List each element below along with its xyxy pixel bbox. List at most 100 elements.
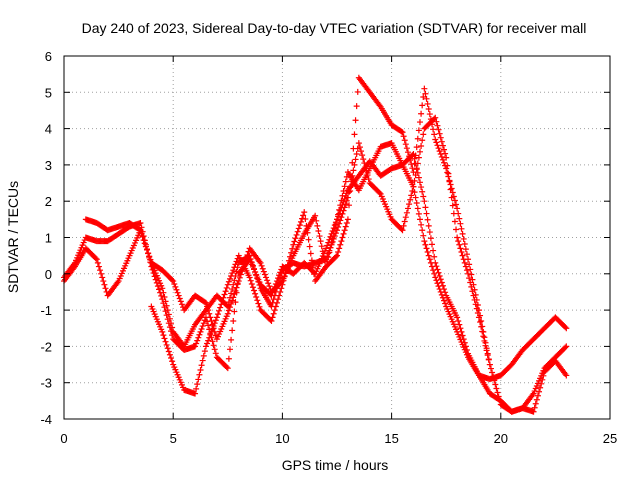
data-point bbox=[350, 167, 357, 174]
data-point bbox=[479, 323, 486, 330]
data-point bbox=[403, 145, 410, 152]
data-point bbox=[248, 259, 255, 266]
data-point bbox=[400, 133, 407, 140]
data-point bbox=[340, 207, 347, 214]
data-point bbox=[223, 284, 230, 291]
data-point bbox=[330, 235, 337, 242]
data-point bbox=[424, 100, 431, 107]
data-point bbox=[205, 337, 212, 344]
data-point bbox=[433, 277, 440, 284]
data-point bbox=[163, 302, 170, 309]
x-axis-label: GPS time / hours bbox=[282, 457, 389, 473]
data-point bbox=[400, 222, 407, 229]
data-point bbox=[402, 214, 409, 221]
data-point bbox=[206, 334, 213, 341]
x-tick-label: 15 bbox=[384, 431, 398, 446]
data-point bbox=[536, 388, 543, 395]
y-axis-label: SDTVAR / TECUs bbox=[5, 181, 21, 293]
data-point bbox=[349, 172, 356, 179]
x-tick-label: 5 bbox=[170, 431, 177, 446]
data-point bbox=[426, 111, 433, 118]
data-points bbox=[61, 74, 570, 415]
data-point bbox=[418, 110, 425, 117]
data-point bbox=[340, 188, 347, 195]
y-tick-label: 5 bbox=[45, 85, 52, 100]
data-point bbox=[307, 250, 314, 257]
data-point bbox=[490, 373, 497, 380]
data-point bbox=[418, 221, 425, 228]
data-point bbox=[483, 345, 490, 352]
data-point bbox=[408, 192, 415, 199]
data-point bbox=[530, 408, 537, 415]
data-point bbox=[422, 241, 429, 248]
data-point bbox=[223, 302, 230, 309]
data-point bbox=[328, 241, 335, 248]
data-point bbox=[304, 229, 311, 236]
data-point bbox=[415, 154, 422, 161]
data-point bbox=[475, 307, 482, 314]
data-point bbox=[406, 201, 413, 208]
data-point bbox=[314, 222, 321, 229]
data-point bbox=[309, 264, 316, 271]
data-point bbox=[311, 271, 318, 278]
data-point bbox=[448, 185, 455, 192]
data-point bbox=[461, 259, 468, 266]
data-point bbox=[365, 176, 372, 183]
data-point bbox=[316, 233, 323, 240]
x-tick-label: 20 bbox=[494, 431, 508, 446]
data-point bbox=[194, 337, 201, 344]
data-point bbox=[485, 356, 492, 363]
data-point bbox=[166, 351, 173, 358]
y-tick-label: 4 bbox=[45, 122, 52, 137]
data-point bbox=[407, 157, 414, 164]
data-point bbox=[102, 285, 109, 292]
data-point bbox=[216, 307, 223, 314]
data-point bbox=[195, 376, 202, 383]
data-point bbox=[201, 348, 208, 355]
data-point bbox=[343, 197, 350, 204]
data-point bbox=[445, 173, 452, 180]
data-point bbox=[425, 222, 432, 229]
data-point bbox=[273, 299, 280, 306]
data-point bbox=[491, 377, 498, 384]
data-point bbox=[341, 227, 348, 234]
data-point bbox=[161, 335, 168, 342]
data-point bbox=[341, 204, 348, 211]
data-point bbox=[277, 274, 284, 281]
data-point bbox=[454, 314, 461, 321]
data-point bbox=[441, 146, 448, 153]
x-axis-ticks: 0 5 10 15 20 25 bbox=[60, 56, 617, 446]
data-point bbox=[271, 307, 278, 314]
y-axis-ticks: -4 -3 -2 -1 0 1 2 3 4 5 6 bbox=[40, 49, 610, 427]
data-point bbox=[168, 320, 175, 327]
data-point bbox=[233, 284, 240, 291]
data-point bbox=[201, 299, 208, 306]
data-point bbox=[199, 323, 206, 330]
data-point bbox=[338, 238, 345, 245]
data-point bbox=[438, 153, 445, 160]
data-point bbox=[225, 299, 232, 306]
data-point bbox=[435, 126, 442, 133]
data-point bbox=[422, 90, 429, 97]
data-point bbox=[246, 274, 253, 281]
data-point bbox=[416, 216, 423, 223]
data-point bbox=[226, 346, 233, 353]
data-point bbox=[468, 271, 475, 278]
data-point bbox=[172, 283, 179, 290]
data-point bbox=[364, 172, 371, 179]
data-point bbox=[471, 286, 478, 293]
data-point bbox=[269, 314, 276, 321]
data-point bbox=[252, 268, 259, 275]
data-point bbox=[339, 210, 346, 217]
data-point bbox=[438, 138, 445, 145]
data-point bbox=[429, 241, 436, 248]
data-point bbox=[248, 280, 255, 287]
data-point bbox=[442, 162, 449, 169]
data-point bbox=[420, 193, 427, 200]
data-point bbox=[478, 317, 485, 324]
data-point bbox=[210, 342, 217, 349]
data-point bbox=[236, 274, 243, 281]
data-point bbox=[434, 280, 441, 287]
data-point bbox=[537, 384, 544, 391]
data-point bbox=[361, 160, 368, 167]
